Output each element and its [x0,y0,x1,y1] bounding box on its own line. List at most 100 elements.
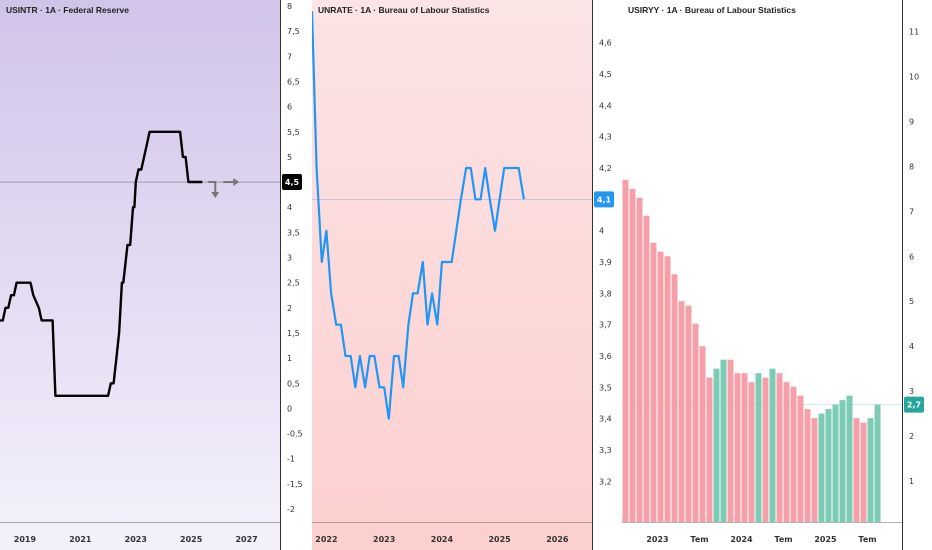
price-axis[interactable] [592,0,622,550]
bar[interactable] [657,251,664,523]
bar[interactable] [783,382,790,522]
down-arrow-icon [208,181,217,195]
price-axis[interactable] [902,0,932,550]
unemployment-chart[interactable]: 4,6 4,5 4,4 4,3 4,2 4,1 4 3,9 3,8 3,7 3,6 3,5 3,4 3,3… [312,0,622,550]
bar[interactable] [860,422,867,522]
bar[interactable] [846,395,853,522]
inflation-chart-panel[interactable]: 11109876543212,7em2023Tem2024Tem2025Tem … [622,0,932,550]
bar[interactable] [664,256,671,522]
y-tick-label: 0,5 [287,379,300,388]
y-tick-label: 5,5 [287,128,300,137]
y-tick-label: 0 [287,404,292,413]
y-tick-label: 3,4 [599,415,612,424]
y-tick-label: 3,8 [599,289,612,298]
price-axis[interactable] [280,0,310,550]
y-tick-label: 1 [287,354,292,363]
y-tick-label: 4 [909,342,914,351]
bar[interactable] [755,373,762,522]
y-tick-label: -2 [287,505,295,514]
bar[interactable] [713,368,720,522]
bar[interactable] [685,305,692,522]
chart-title: USIRYY · 1A · Bureau of Labour Statistic… [628,5,796,15]
y-tick-label: 8 [287,2,292,11]
last-value-badge [594,191,614,208]
bar[interactable] [797,395,804,522]
bar[interactable] [741,373,748,522]
bar[interactable] [776,373,783,522]
bar[interactable] [762,377,769,522]
y-tick-label: 2 [287,304,292,313]
x-tick-label: 2025 [180,535,203,544]
bar[interactable] [748,382,755,522]
y-tick-label: 10 [909,72,919,81]
bar[interactable] [692,323,699,522]
bar[interactable] [727,359,734,522]
unemployment-chart-panel[interactable]: 4,6 4,5 4,4 4,3 4,2 4,1 4 3,9 3,8 3,7 3,6 3,5 3,4 3,3… [312,0,622,550]
bar[interactable] [832,404,839,522]
x-tick-label: Tem [858,535,876,544]
y-tick-label: 8 [909,162,914,171]
plot-background [622,0,902,522]
bar[interactable] [874,404,881,522]
y-tick-label: 3 [287,254,292,263]
y-tick-label: 1,5 [287,329,300,338]
bar[interactable] [818,413,825,522]
bar[interactable] [853,418,860,522]
bar[interactable] [636,197,643,523]
series-line[interactable] [0,130,203,397]
x-tick-label: Tem [774,535,792,544]
y-tick-label: 11 [909,27,919,36]
bar[interactable] [643,215,650,523]
y-tick-label: 4 [599,227,604,236]
bar[interactable] [734,373,741,522]
time-axis[interactable] [312,522,592,550]
bar[interactable] [622,179,629,523]
y-tick-label: 3,2 [599,477,612,486]
x-tick-label: 2023 [646,535,668,544]
bar[interactable] [629,188,636,523]
y-tick-label: 2,5 [287,279,300,288]
y-tick-label: 3,6 [599,352,612,361]
y-tick-label: 3,5 [287,228,300,237]
bar[interactable] [706,377,713,522]
y-tick-label: 6,5 [287,77,300,86]
y-tick-label: 5 [287,153,292,162]
bar[interactable] [825,409,832,522]
chart-title: UNRATE · 1A · Bureau of Labour Statistic… [318,5,490,15]
x-tick-label: 2024 [730,535,753,544]
bar[interactable] [804,409,811,522]
right-arrow-head-icon [233,178,240,187]
x-tick-label: 2023 [125,535,147,544]
bar[interactable] [839,400,846,522]
bar[interactable] [720,359,727,522]
x-tick-label: 2027 [235,535,257,544]
x-tick-label: 2026 [546,535,569,544]
last-value-badge [282,174,302,191]
time-axis[interactable] [622,522,902,550]
y-tick-label: 5 [909,297,914,306]
series-line[interactable] [312,11,525,420]
bar[interactable] [790,386,797,522]
bar[interactable] [811,418,818,522]
fed-rate-chart[interactable]: 8 7,5 7 6,5 6 5,5 5 4,5 4 3,5 3 2,5 2 1,5 1 0,5 0 -0,5 -1 -… [0,0,310,550]
y-tick-label: 6 [287,103,292,112]
y-tick-label: 7,5 [287,27,300,36]
plot-background [0,0,280,522]
y-tick-label: 4,5 [599,70,612,79]
y-tick-label: -0,5 [287,430,303,439]
bar[interactable] [699,346,706,522]
bar[interactable] [769,368,776,522]
bar[interactable] [867,418,874,522]
y-tick-label: 2 [909,432,914,441]
x-tick-label: 2019 [14,535,37,544]
y-tick-label: 3,3 [599,446,612,455]
bar[interactable] [650,242,657,523]
time-axis[interactable] [0,522,280,550]
bar[interactable] [678,301,685,522]
x-tick-label: 2025 [488,535,511,544]
y-tick-label: 4,3 [599,133,612,142]
bar[interactable] [671,274,678,522]
y-tick-label: 9 [909,117,914,126]
fed-rate-chart-panel[interactable]: 8 7,5 7 6,5 6 5,5 5 4,5 4 3,5 3 2,5 2 1,5 1 0,5 0 -0,5 -1 -… [0,0,310,550]
